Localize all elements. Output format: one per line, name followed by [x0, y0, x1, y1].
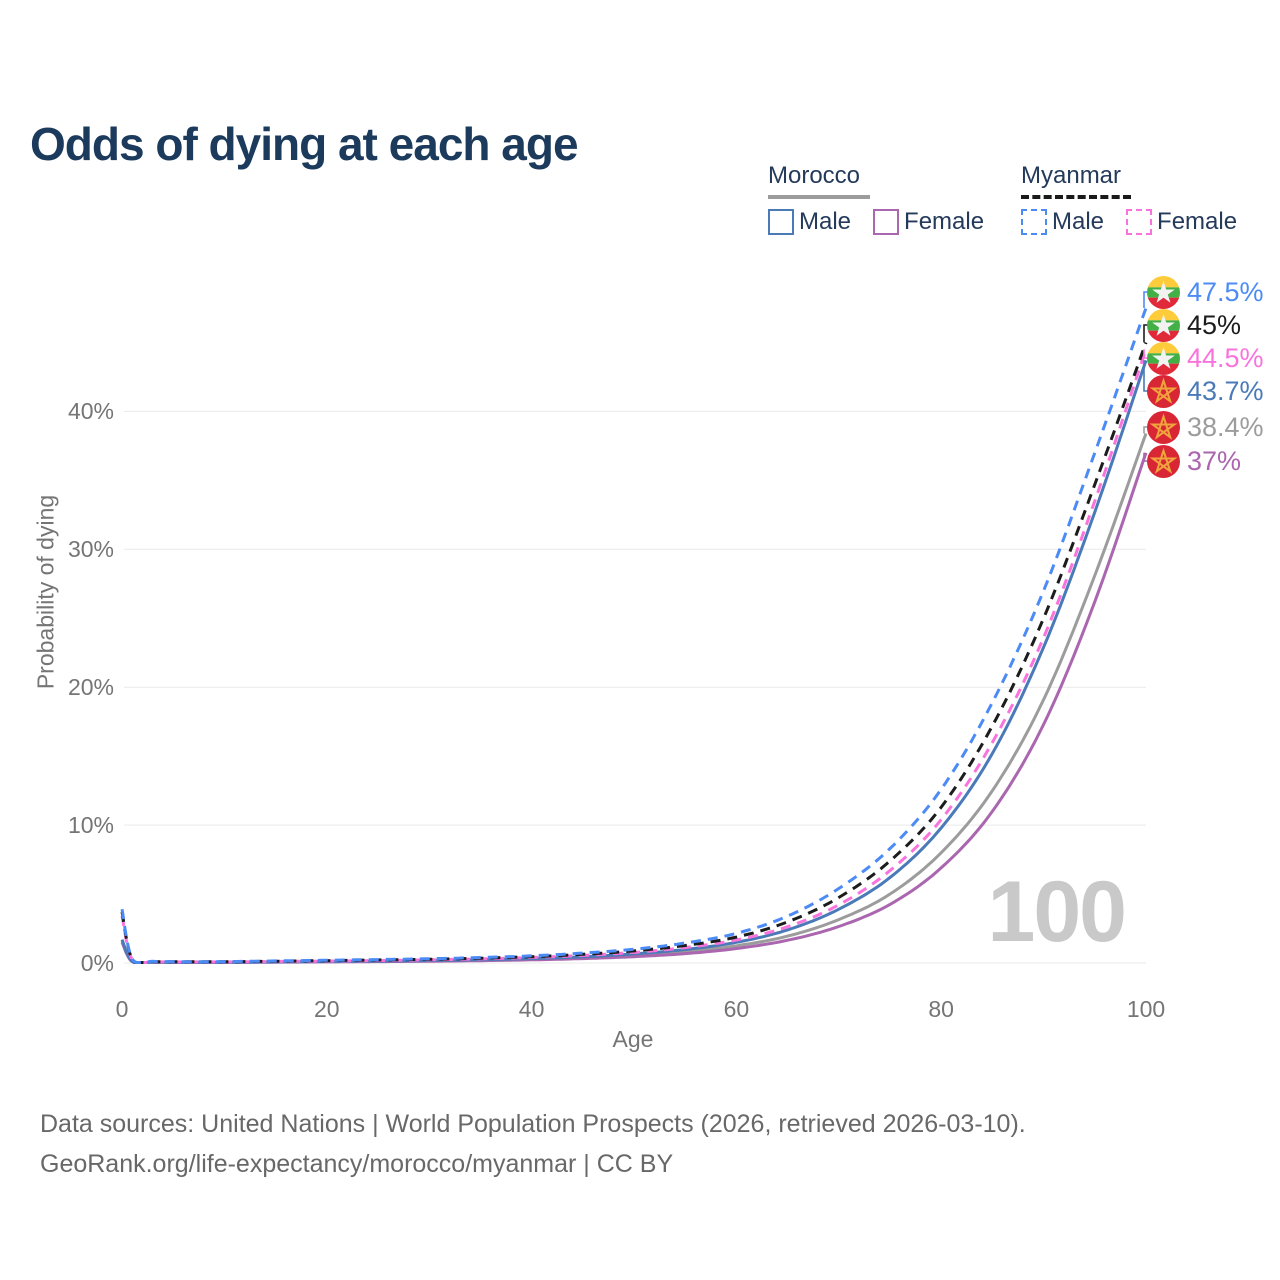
- morocco-flag-icon: [1147, 444, 1180, 478]
- legend-myanmar-title: Myanmar: [1021, 162, 1122, 189]
- myanmar-male-swatch-icon: [1021, 209, 1047, 235]
- x-tick-label-0: 0: [115, 996, 129, 1022]
- end-label-myanmar-total: 45%: [1147, 308, 1242, 342]
- end-label-value: 45%: [1187, 309, 1242, 340]
- legend-item-morocco-male[interactable]: Male: [768, 208, 851, 236]
- myanmar-flag-icon: [1147, 308, 1180, 342]
- legend-item-myanmar-female[interactable]: Female: [1126, 208, 1237, 236]
- legend-label-myanmar-male: Male: [1052, 208, 1105, 235]
- morocco-flag-icon: [1147, 374, 1180, 408]
- y-tick-label-40%: 40%: [67, 398, 114, 425]
- footer-attribution-line: GeoRank.org/life-expectancy/morocco/myan…: [40, 1150, 674, 1178]
- morocco-male-swatch-icon: [768, 209, 794, 235]
- age-watermark: 100: [987, 864, 1128, 960]
- x-tick-label-60: 60: [723, 996, 750, 1022]
- x-axis-title: Age: [612, 1026, 654, 1052]
- myanmar-flag-icon: [1147, 341, 1180, 375]
- end-label-value: 37%: [1187, 445, 1242, 476]
- x-tick-label-80: 80: [928, 996, 954, 1022]
- footer: Data sources: United Nations | World Pop…: [40, 1104, 1026, 1184]
- legend-item-myanmar-male[interactable]: Male: [1021, 208, 1104, 236]
- end-label-value: 43.7%: [1187, 375, 1264, 406]
- y-tick-label-20%: 20%: [67, 674, 114, 701]
- legend-label-morocco-male: Male: [799, 208, 852, 235]
- footer-source-line: Data sources: United Nations | World Pop…: [40, 1110, 1026, 1138]
- legend-group-morocco-header[interactable]: Morocco: [768, 162, 984, 199]
- end-label-morocco-male: 43.7%: [1147, 374, 1264, 408]
- y-tick-label-0%: 0%: [80, 950, 114, 976]
- end-label-myanmar-male: 47.5%: [1147, 275, 1264, 309]
- end-label-value: 38.4%: [1187, 411, 1264, 442]
- x-tick-label-40: 40: [518, 996, 545, 1022]
- myanmar-female-swatch-icon: [1126, 209, 1153, 235]
- legend-myanmar-underline: [1021, 195, 1131, 199]
- y-tick-label-10%: 10%: [67, 812, 114, 839]
- morocco-flag-icon: [1147, 410, 1180, 444]
- end-label-morocco-total: 38.4%: [1147, 410, 1264, 444]
- page-title: Odds of dying at each age: [30, 117, 579, 170]
- x-tick-label-100: 100: [1126, 996, 1166, 1022]
- legend-label-morocco-female: Female: [904, 208, 985, 235]
- myanmar-flag-icon: [1147, 275, 1180, 309]
- end-label-myanmar-female: 44.5%: [1147, 341, 1264, 375]
- legend-label-myanmar-female: Female: [1157, 208, 1238, 235]
- series-line-myanmar-male[interactable]: [120, 307, 1148, 964]
- end-label-value: 44.5%: [1187, 342, 1264, 373]
- morocco-female-swatch-icon: [873, 209, 900, 235]
- legend-item-morocco-female[interactable]: Female: [873, 208, 984, 236]
- legend-group-myanmar-header[interactable]: Myanmar: [1021, 162, 1237, 199]
- legend-group-morocco: Morocco Male Female: [768, 162, 984, 236]
- end-label-value: 47.5%: [1187, 276, 1264, 307]
- x-tick-label-20: 20: [314, 996, 340, 1022]
- end-label-morocco-female: 37%: [1147, 444, 1242, 478]
- legend-morocco-title: Morocco: [768, 162, 861, 189]
- y-tick-label-30%: 30%: [67, 536, 114, 563]
- y-axis-title: Probability of dying: [32, 494, 59, 690]
- legend-morocco-underline: [768, 195, 870, 199]
- legend-group-myanmar: Myanmar Male Female: [1021, 162, 1237, 236]
